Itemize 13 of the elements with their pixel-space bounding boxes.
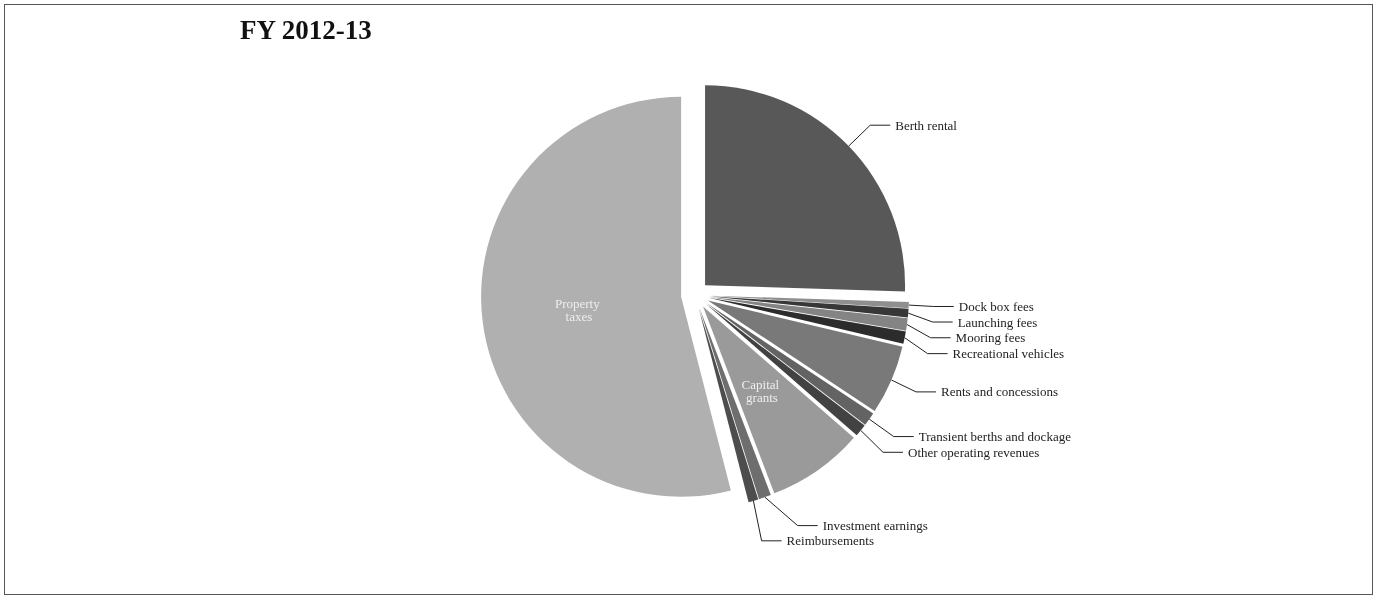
slice-label: Investment earnings <box>822 518 928 534</box>
slice-label: Dock box fees <box>958 298 1034 314</box>
chart-title: FY 2012-13 <box>240 14 372 45</box>
slice-label: Berth rental <box>895 117 958 133</box>
slice-label: Launching fees <box>957 314 1038 330</box>
slice-label: Rents and concessions <box>941 384 1058 400</box>
slice-label: Transient berths and dockage <box>918 429 1072 445</box>
slice-label: Mooring fees <box>955 330 1026 346</box>
slice-label: Reimbursements <box>786 533 874 549</box>
slice-label: Recreational vehicles <box>952 346 1065 362</box>
slice-label: Other operating revenues <box>908 444 1040 460</box>
slice-label: Property taxes <box>554 295 603 324</box>
slice-label: Capital grants <box>741 376 783 405</box>
